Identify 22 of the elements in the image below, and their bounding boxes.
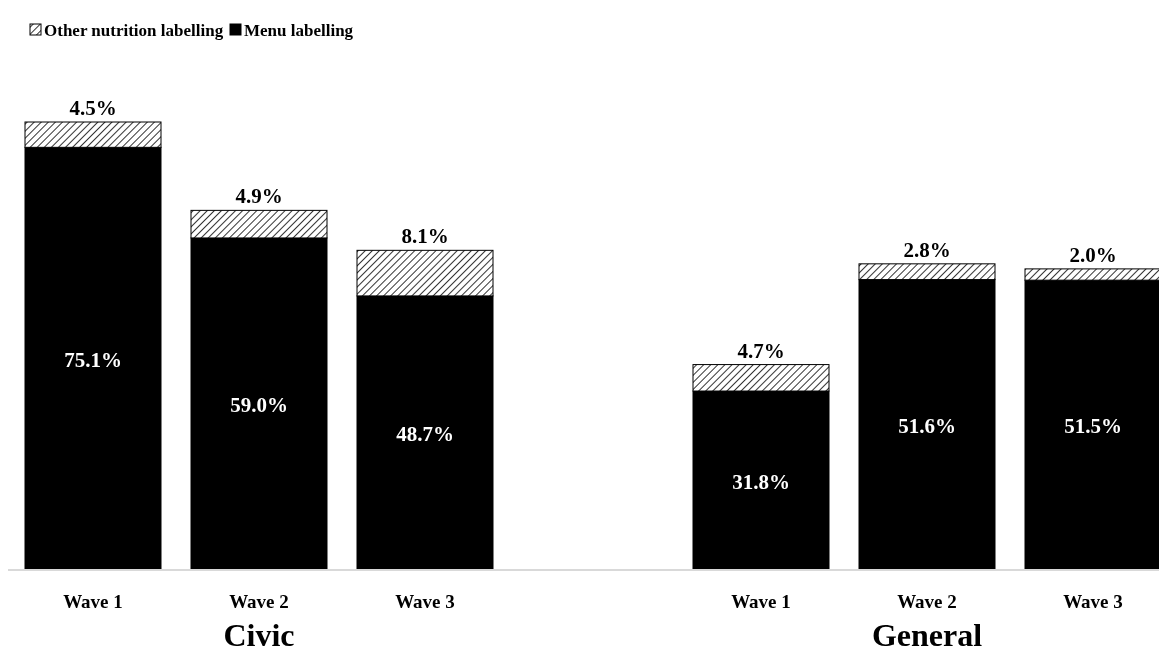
legend-label: Menu labelling (244, 21, 354, 40)
x-tick-label: Wave 3 (395, 591, 455, 612)
x-tick-label: Wave 3 (1063, 591, 1123, 612)
data-label: 51.5% (1064, 414, 1122, 439)
x-axis-title: General (871, 617, 983, 653)
data-label: 51.6% (898, 413, 956, 438)
x-tick-label: Wave 1 (63, 591, 123, 612)
data-label: 8.1% (401, 224, 449, 249)
x-tick-label: Wave 2 (897, 591, 957, 612)
data-label: 59.0% (230, 392, 288, 417)
data-label: 48.7% (396, 421, 454, 446)
data-label: 2.8% (903, 237, 951, 262)
x-tick-label: Wave 1 (731, 591, 791, 612)
x-axis-title: Civic (223, 617, 295, 653)
data-label: 75.1% (64, 347, 122, 372)
data-label: 31.8% (732, 469, 790, 494)
legend-label: Other nutrition labelling (44, 21, 224, 40)
data-label: 2.0% (1069, 242, 1117, 267)
x-tick-label: Wave 2 (229, 591, 289, 612)
data-label: 4.5% (69, 96, 117, 120)
data-label: 4.9% (235, 184, 283, 209)
data-label: 4.7% (737, 338, 785, 363)
